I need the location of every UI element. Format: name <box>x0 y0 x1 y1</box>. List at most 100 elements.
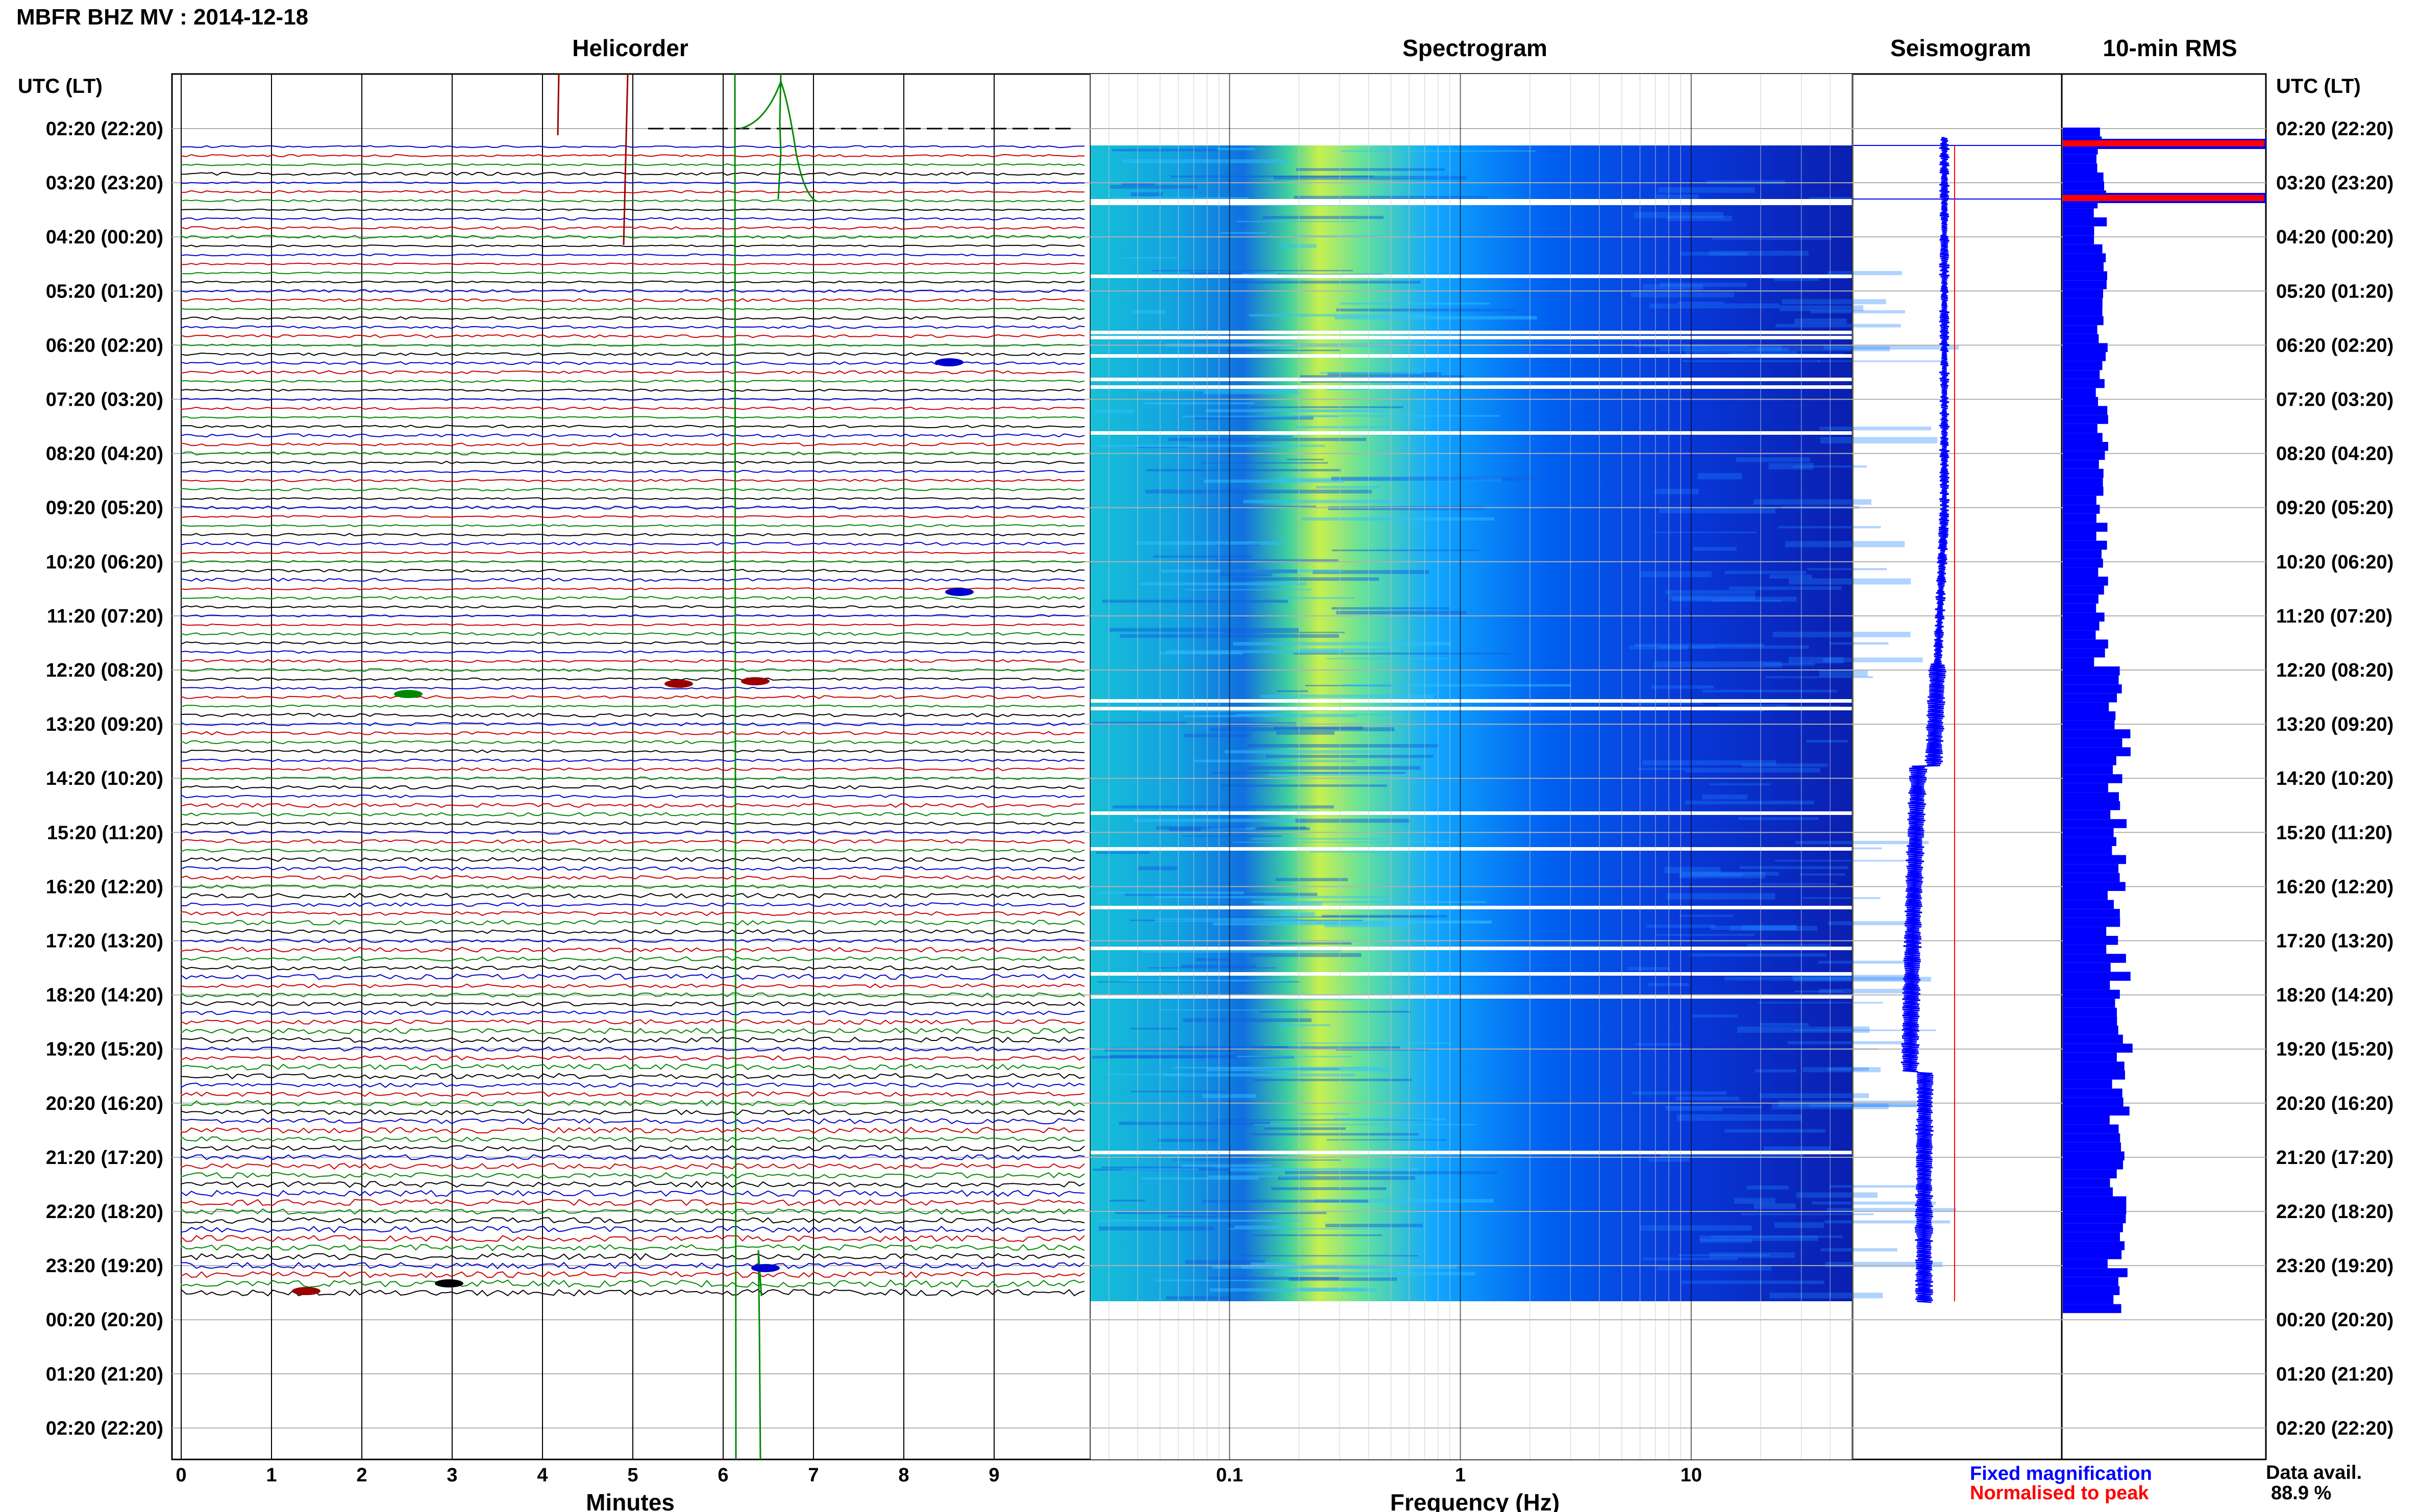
spectrogram-streak <box>1788 657 1844 664</box>
spectrogram-streak <box>1178 1046 1288 1048</box>
rms-bar <box>2063 1232 2120 1242</box>
helicorder-trace <box>181 722 1085 727</box>
spectrogram-streak <box>1224 750 1397 754</box>
rms-bar <box>2063 154 2096 164</box>
spectrogram-streak <box>1326 658 1447 659</box>
spectrogram-streak <box>1702 794 1747 800</box>
spectrogram-streak <box>1152 269 1353 271</box>
rms-bar <box>2063 550 2102 559</box>
minute-tick-label: 7 <box>808 1465 819 1486</box>
spectrogram-streak <box>1277 690 1308 692</box>
rms-bar <box>2063 1259 2108 1269</box>
no-data-region <box>1091 1301 1853 1459</box>
right-time-ticks: 02:20 (22:20) 03:20 (23:20) 04:20 (00:20) 0… <box>2276 118 2393 1439</box>
spectrogram-streak <box>1253 1079 1412 1081</box>
data-gap <box>1091 385 1853 389</box>
spectrogram-streak <box>1711 1235 1843 1238</box>
spectrogram-streak <box>1697 473 1742 480</box>
time-tick-label: 21:20 (17:20) <box>2276 1147 2393 1169</box>
helicorder-event <box>734 73 737 1460</box>
helicorder-trace <box>181 416 1085 419</box>
spectrogram-streak <box>1634 212 1724 218</box>
rms-bar <box>2063 442 2108 451</box>
rms-bar <box>2063 307 2103 316</box>
helicorder-trace <box>181 217 1085 221</box>
spectrogram-streak <box>1760 1023 1809 1027</box>
spectrogram-streak <box>1635 1043 1683 1046</box>
helicorder-trace <box>181 1181 1085 1188</box>
spectrogram-streak <box>1133 310 1166 314</box>
helicorder-trace <box>181 1244 1085 1251</box>
spectrogram-streak <box>1216 147 1255 151</box>
spectrogram-streak <box>1265 755 1434 758</box>
spectrogram-streak <box>1231 281 1421 284</box>
spectrogram-streak <box>1119 1122 1270 1125</box>
spectrogram-streak <box>1292 235 1384 237</box>
helicorder-trace <box>181 361 1085 365</box>
spectrogram-streak <box>1283 1042 1450 1044</box>
spectrogram-streak <box>1293 652 1510 655</box>
rms-bar <box>2063 289 2104 299</box>
rms-bar <box>2063 1223 2123 1232</box>
spectrogram-streak <box>1657 1266 1771 1271</box>
spectrogram-streak <box>1709 251 1809 256</box>
rms-bar <box>2063 460 2099 469</box>
rms-bar <box>2063 693 2117 703</box>
spectrogram-streak <box>1755 1069 1797 1073</box>
helicorder-trace <box>181 668 1085 672</box>
spectrogram-streak <box>1182 835 1282 837</box>
rms-bar <box>2063 900 2114 909</box>
time-tick-label: 09:20 (05:20) <box>2276 498 2393 519</box>
no-data-region <box>1091 74 1853 145</box>
spectrogram-streak <box>1232 841 1450 843</box>
spectrogram-streak <box>1130 192 1163 196</box>
spectrogram-streak <box>1685 767 1820 773</box>
spectrogram-streak <box>1710 925 1796 930</box>
spectrogram-streak <box>1689 953 1827 957</box>
helicorder-event <box>739 79 817 203</box>
helicorder-trace <box>181 1207 1085 1215</box>
time-tick-label: 19:20 (15:20) <box>2276 1039 2393 1060</box>
rms-bar <box>2063 783 2108 792</box>
legend-fixed-magnification: Fixed magnification <box>1970 1463 2152 1484</box>
spectrogram-streak <box>1724 571 1807 574</box>
spectrogram-streak <box>1276 731 1335 735</box>
spectrogram-streak <box>1765 676 1873 678</box>
helicorder-trace <box>181 857 1085 862</box>
helicorder-trace <box>181 379 1085 383</box>
spectrogram-streak <box>1098 1219 1302 1222</box>
spectrogram-streak <box>1109 628 1299 632</box>
spectrogram-streak <box>1812 1201 1936 1205</box>
rms-bar <box>2063 1007 2117 1017</box>
helicorder-burst <box>945 588 974 596</box>
helicorder-trace <box>181 1172 1085 1179</box>
spectrogram-streak <box>1683 345 1782 351</box>
minute-tick-label: 6 <box>718 1465 728 1486</box>
spectrogram-streak <box>1819 671 1868 677</box>
rms-bar <box>2063 316 2104 326</box>
time-tick-label: 20:20 (16:20) <box>2276 1093 2393 1114</box>
rms-bar <box>2063 612 2105 622</box>
helicorder-event <box>757 1250 762 1460</box>
rms-bar <box>2063 962 2111 972</box>
helicorder-trace <box>181 262 1085 265</box>
helicorder-trace <box>181 1046 1085 1052</box>
spectrogram-streak <box>1659 507 1775 513</box>
spectrogram-streak <box>1707 180 1785 184</box>
frequency-tick-labels: 0.1 1 10 <box>1216 1465 1702 1486</box>
spectrogram-streak <box>1691 872 1780 876</box>
spectrogram-streak <box>1154 918 1300 922</box>
spectrogram-streak <box>1672 597 1797 602</box>
helicorder-trace <box>181 1235 1085 1242</box>
spectrogram-streak <box>1194 759 1356 762</box>
spectrogram-streak <box>1269 942 1352 945</box>
rms-bar <box>2063 343 2108 352</box>
helicorder-trace <box>181 505 1085 510</box>
rms-bar <box>2063 1241 2125 1250</box>
time-tick-label: 11:20 (07:20) <box>2276 606 2392 627</box>
helicorder-trace <box>181 325 1085 329</box>
spectrogram-streak <box>1190 272 1254 275</box>
spectrogram-streak <box>1202 1200 1369 1203</box>
spectrogram-streak <box>1682 1280 1824 1284</box>
